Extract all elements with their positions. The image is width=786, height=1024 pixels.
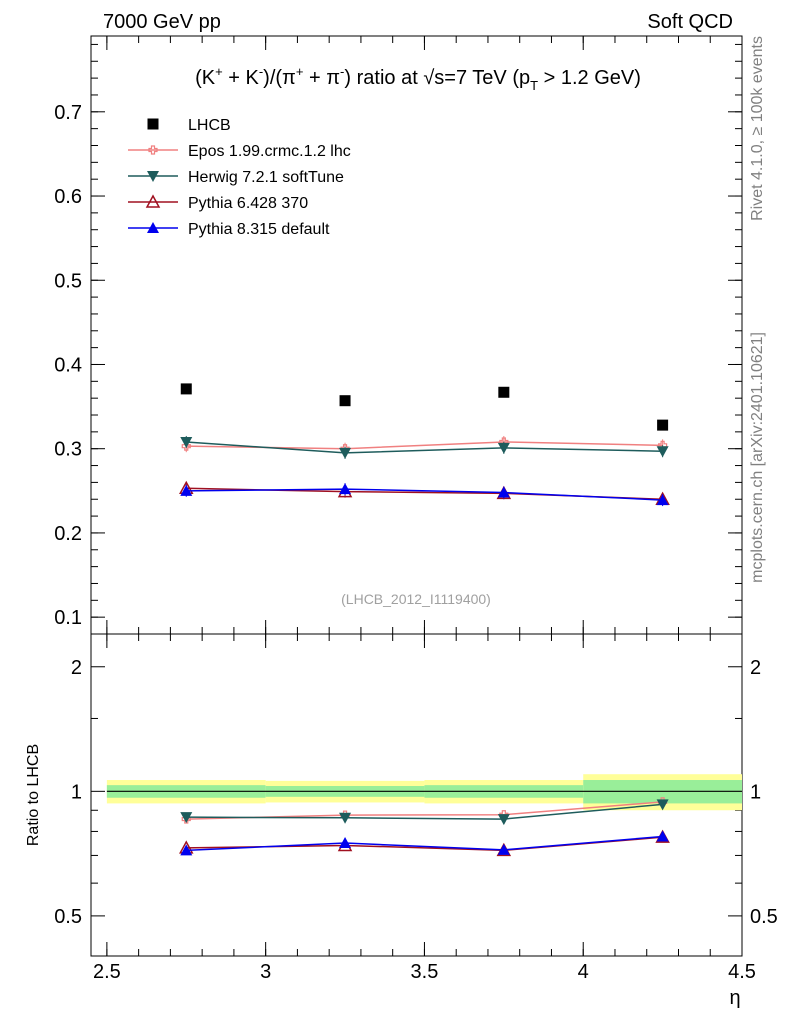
legend: LHCB Epos 1.99.crmc.1.2 lhc Herwig 7.2.1 s…	[128, 117, 351, 238]
legend-marker	[148, 145, 158, 155]
series-point-main	[180, 484, 193, 496]
y-tick-label: 0.2	[54, 523, 82, 545]
legend-label: Pythia 6.428 370	[188, 195, 308, 212]
ratio-tick-label: 1	[71, 781, 82, 803]
x-tick-label: 3.5	[411, 961, 439, 983]
y-tick-label: 0.6	[54, 186, 82, 208]
y-tick-label: 0.5	[54, 270, 82, 292]
y-tick-label: 0.3	[54, 439, 82, 461]
header-left: 7000 GeV pp	[103, 11, 221, 33]
title-part-e: ) ratio at	[344, 67, 423, 89]
series-line-ratio	[186, 803, 663, 820]
x-tick-label: 3	[260, 961, 271, 983]
series-point-main	[497, 486, 510, 498]
title-sup-1: +	[215, 64, 223, 79]
title-part-f: s=7 TeV (p	[434, 67, 530, 89]
title-part-c: )/(π	[263, 67, 296, 89]
analysis-label: (LHCB_2012_I1119400)	[341, 591, 491, 607]
series-point-main	[656, 494, 669, 506]
legend-marker	[147, 171, 159, 182]
title-part-a: (K	[195, 67, 216, 89]
series-point-ratio	[180, 812, 193, 824]
series-point-ratio	[656, 799, 669, 811]
title-sub-T: T	[530, 78, 538, 93]
ratio-tick-label: 0.5	[54, 906, 82, 928]
lhcb-data-point	[339, 395, 351, 407]
series-point-main	[339, 447, 352, 459]
series-point-ratio	[656, 830, 669, 842]
legend-marker	[147, 222, 159, 233]
title-part-g: > 1.2 GeV)	[538, 67, 641, 89]
series-line-ratio	[186, 836, 663, 852]
legend-label: Epos 1.99.crmc.1.2 lhc	[188, 143, 351, 160]
header-right: Soft QCD	[647, 11, 733, 33]
series-point-main	[497, 442, 510, 454]
ratio-tick-label-right: 2	[750, 657, 761, 679]
series-point-ratio	[497, 843, 510, 855]
title-sup-4: -	[340, 64, 344, 79]
lhcb-data-point	[657, 419, 669, 431]
x-tick-label: 2.5	[93, 961, 121, 983]
series-point-ratio	[339, 812, 352, 824]
x-tick-label: 4.5	[728, 961, 756, 983]
series-point-ratio	[339, 837, 352, 849]
ratio-tick-label-right: 0.5	[750, 906, 778, 928]
legend-marker	[145, 194, 161, 208]
y-axis-label-ratio: Ratio to LHCB	[25, 744, 42, 846]
lhcb-data-point	[180, 383, 192, 395]
legend-marker-lhcb	[147, 118, 159, 130]
series-line-ratio	[186, 835, 663, 852]
mcplots-label: mcplots.cern.ch [arXiv:2401.10621]	[749, 332, 766, 583]
series-line-main	[186, 488, 663, 501]
series-point-main	[180, 436, 193, 448]
ratio-tick-label: 2	[71, 657, 82, 679]
x-tick-label: 4	[578, 961, 589, 983]
y-tick-label: 0.4	[54, 354, 82, 376]
x-axis-label: η	[729, 987, 740, 1009]
series-line-main	[186, 441, 663, 454]
legend-label: Pythia 8.315 default	[188, 221, 330, 238]
series-point-main	[656, 446, 669, 458]
axis-ticks: 2.5 3 3.5 4 4.5 0.1 0.2 0.3 0.4 0.5 0.6 0.7 0.5 0.5 1 1…	[54, 36, 778, 983]
title-part-d: + π	[303, 67, 340, 89]
series-line-main	[186, 441, 663, 450]
y-tick-label: 0.7	[54, 102, 82, 124]
chart-title: (K+ + K-)/(π+ + π-) ratio at √s=7 TeV (p…	[195, 64, 641, 93]
title-part-b: + K	[223, 67, 260, 89]
title-sup-3: +	[296, 64, 304, 79]
lhcb-data-point	[498, 386, 510, 398]
rivet-label: Rivet 4.1.0, ≥ 100k events	[749, 36, 766, 221]
series-point-ratio	[180, 844, 193, 856]
legend-label-lhcb: LHCB	[188, 117, 231, 134]
y-tick-label: 0.1	[54, 607, 82, 629]
plot-series	[179, 383, 670, 857]
legend-label: Herwig 7.2.1 softTune	[188, 169, 344, 186]
ratio-tick-label-right: 1	[750, 781, 761, 803]
sqrt-symbol: √	[423, 67, 434, 89]
series-point-ratio	[497, 814, 510, 826]
ratio-bands	[106, 774, 742, 811]
series-point-main	[339, 483, 352, 495]
title-sup-2: -	[259, 64, 263, 79]
